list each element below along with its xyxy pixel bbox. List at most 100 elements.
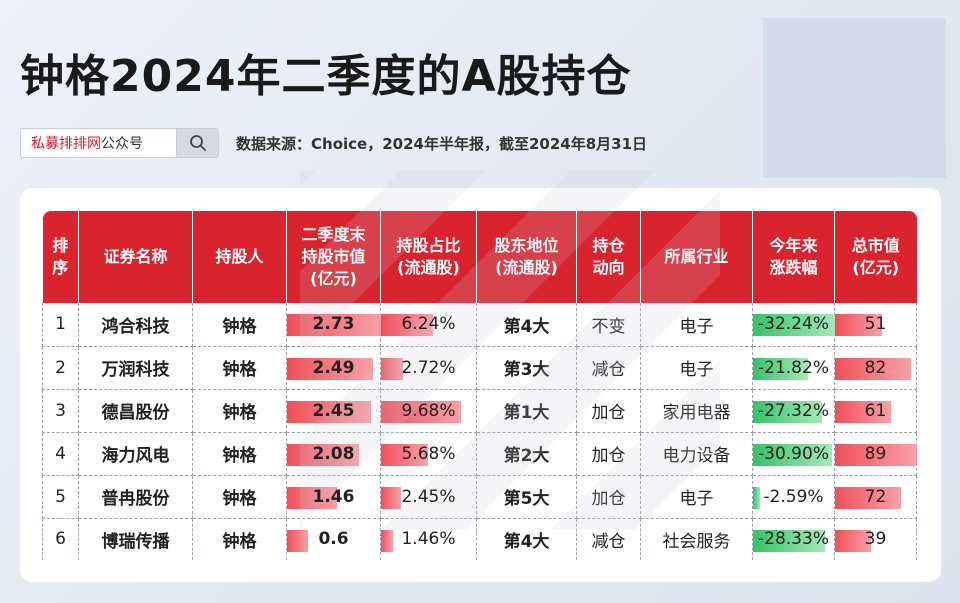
industry-cell: 电子 bbox=[640, 475, 753, 519]
column-header: 持股人 bbox=[192, 211, 287, 303]
trend-cell: 减仓 bbox=[576, 346, 641, 390]
value-label: 0.6 bbox=[318, 529, 349, 550]
column-header-line: 动向 bbox=[592, 258, 625, 277]
value-bar bbox=[287, 400, 372, 423]
value-label: 2.73 bbox=[312, 314, 355, 335]
table-header-row: 排序证券名称 持股人 二季度末 持股市值 (亿元) 持股占比 (流通股) 股东地位 (流通股) 持… bbox=[42, 211, 917, 303]
trend-cell: 不变 bbox=[576, 303, 641, 347]
value-cell: 2.08 bbox=[286, 432, 381, 476]
column-header-line: 序 bbox=[52, 258, 69, 277]
table-row: 3 德昌股份 钟格 2.45 9.68% 第1大 加仓 家用电器 -27.32% 61 bbox=[42, 389, 917, 433]
change-label: -28.33% bbox=[758, 529, 829, 550]
table-row: 4 海力风电 钟格 2.08 5.68% 第2大 加仓 电力设备 -30.90% 89 bbox=[42, 432, 917, 476]
change-bar bbox=[753, 443, 832, 466]
holder-cell: 钟格 bbox=[192, 475, 287, 519]
search-brand: 私募排排网 bbox=[31, 136, 101, 152]
change-bar bbox=[753, 314, 835, 336]
table-row: 5 普冉股份 钟格 1.46 2.45% 第5大 加仓 电子 -2.59% 72 bbox=[42, 475, 917, 519]
market-cap-bar bbox=[835, 529, 871, 552]
column-header-line: 涨跌幅 bbox=[769, 258, 818, 277]
value-bar bbox=[287, 357, 373, 380]
ratio-bar bbox=[381, 357, 404, 380]
holder-cell: 钟格 bbox=[192, 346, 287, 390]
ratio-label: 9.68% bbox=[401, 400, 456, 421]
market-cap-label: 61 bbox=[864, 400, 887, 421]
ratio-cell: 9.68% bbox=[380, 389, 477, 433]
column-header-line: 今年来 bbox=[769, 236, 818, 255]
ratio-bar bbox=[381, 443, 428, 466]
value-label: 2.45 bbox=[312, 400, 355, 421]
holder-position-cell: 第3大 bbox=[476, 346, 577, 390]
industry-cell: 电子 bbox=[640, 346, 753, 390]
search-button[interactable] bbox=[176, 129, 218, 157]
data-source: 数据来源：Choice，2024年半年报，截至2024年8月31日 bbox=[236, 135, 648, 153]
holder-cell: 钟格 bbox=[192, 518, 287, 562]
ratio-label: 2.45% bbox=[401, 486, 456, 507]
change-bar bbox=[753, 529, 826, 552]
value-label: 2.08 bbox=[312, 443, 355, 464]
column-header-line: (流通股) bbox=[397, 258, 460, 277]
holder-position-cell: 第4大 bbox=[476, 518, 577, 562]
ratio-cell: 5.68% bbox=[380, 432, 477, 476]
value-cell: 2.45 bbox=[286, 389, 381, 433]
market-cap-cell: 82 bbox=[834, 346, 917, 390]
change-label: -27.32% bbox=[758, 400, 829, 421]
value-cell: 2.49 bbox=[286, 346, 381, 390]
change-cell: -21.82% bbox=[752, 346, 835, 390]
rank-cell: 3 bbox=[42, 389, 79, 433]
search-box[interactable]: 私募排排网公众号 bbox=[20, 128, 219, 158]
rank-cell: 1 bbox=[42, 303, 79, 347]
change-cell: -32.24% bbox=[752, 303, 835, 347]
market-cap-bar bbox=[835, 486, 902, 509]
market-cap-cell: 39 bbox=[834, 518, 917, 562]
market-cap-bar bbox=[835, 443, 917, 466]
industry-cell: 电子 bbox=[640, 303, 753, 347]
rank-cell: 6 bbox=[42, 518, 79, 562]
ratio-cell: 1.46% bbox=[380, 518, 477, 562]
table-row: 6 博瑞传播 钟格 0.6 1.46% 第4大 减仓 社会服务 -28.33% 39 bbox=[42, 518, 917, 562]
column-header-line: (亿元) bbox=[852, 258, 900, 277]
column-header-line: 总市值 bbox=[851, 236, 900, 255]
holder-position-cell: 第4大 bbox=[476, 303, 577, 347]
holder-position-cell: 第5大 bbox=[476, 475, 577, 519]
holder-position-cell: 第1大 bbox=[476, 389, 577, 433]
ratio-bar bbox=[381, 486, 402, 509]
column-header: 今年来 涨跌幅 bbox=[752, 211, 835, 303]
column-header: 排序 bbox=[42, 211, 79, 303]
holdings-table: 排序证券名称 持股人 二季度末 持股市值 (亿元) 持股占比 (流通股) 股东地位 (流通股) 持… bbox=[42, 211, 917, 562]
column-header-line: 二季度末 bbox=[301, 225, 366, 244]
column-header-line: 所属行业 bbox=[664, 247, 729, 266]
change-cell: -27.32% bbox=[752, 389, 835, 433]
security-name-cell: 海力风电 bbox=[78, 432, 193, 476]
ratio-cell: 6.24% bbox=[380, 303, 477, 347]
column-header: 股东地位 (流通股) bbox=[476, 211, 577, 303]
column-header-line: 排 bbox=[52, 236, 69, 255]
change-cell: -2.59% bbox=[752, 475, 835, 519]
change-bar bbox=[753, 400, 823, 423]
change-cell: -28.33% bbox=[752, 518, 835, 562]
industry-cell: 电力设备 bbox=[640, 432, 753, 476]
column-header: 持仓 动向 bbox=[576, 211, 641, 303]
column-header-line: 股东地位 bbox=[494, 236, 559, 255]
value-bar bbox=[287, 486, 338, 509]
table-row: 2 万润科技 钟格 2.49 2.72% 第3大 减仓 电子 -21.82% 82 bbox=[42, 346, 917, 390]
security-name-cell: 万润科技 bbox=[78, 346, 193, 390]
column-header-line: 证券名称 bbox=[103, 247, 168, 266]
market-cap-label: 89 bbox=[864, 443, 887, 464]
change-bar bbox=[753, 486, 760, 509]
change-bar bbox=[753, 357, 809, 380]
table-row: 1 鸿合科技 钟格 2.73 6.24% 第4大 不变 电子 -32.24% 51 bbox=[42, 303, 917, 347]
holder-cell: 钟格 bbox=[192, 303, 287, 347]
column-header-line: 持仓 bbox=[592, 236, 625, 255]
column-header-line: (亿元) bbox=[310, 269, 357, 288]
value-bar bbox=[287, 314, 381, 336]
corner-image-placeholder bbox=[763, 18, 946, 178]
market-cap-cell: 51 bbox=[834, 303, 917, 347]
ratio-bar bbox=[381, 529, 394, 552]
security-name-cell: 博瑞传播 bbox=[78, 518, 193, 562]
column-header: 二季度末持股市值 (亿元) bbox=[286, 211, 381, 303]
column-header-line: 持股市值 bbox=[301, 247, 366, 266]
column-header-line: 持股人 bbox=[215, 247, 264, 266]
search-input[interactable]: 私募排排网公众号 bbox=[21, 133, 176, 153]
value-label: 1.46 bbox=[312, 486, 355, 507]
